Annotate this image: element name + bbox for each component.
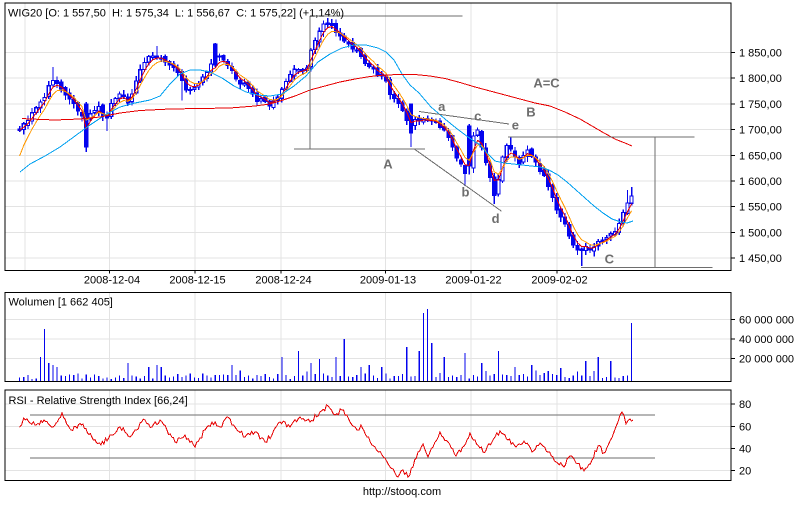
svg-text:20: 20 [739, 466, 751, 478]
svg-text:40: 40 [739, 443, 751, 455]
svg-text:1 650,00: 1 650,00 [739, 150, 782, 162]
svg-text:b: b [462, 184, 470, 199]
svg-text:2008-12-24: 2008-12-24 [255, 275, 311, 287]
svg-text:C: C [605, 252, 615, 267]
svg-text:c: c [474, 109, 481, 124]
svg-text:1 550,00: 1 550,00 [739, 202, 782, 214]
svg-text:A: A [383, 157, 393, 172]
svg-text:1 600,00: 1 600,00 [739, 176, 782, 188]
svg-text:60 000 000: 60 000 000 [739, 314, 794, 326]
svg-text:2009-01-13: 2009-01-13 [360, 275, 416, 287]
svg-text:d: d [492, 211, 500, 226]
svg-text:2009-02-02: 2009-02-02 [531, 275, 587, 287]
svg-text:WIG20 [O: 1 557,50 H: 1 575,3: WIG20 [O: 1 557,50 H: 1 575,34 L: 1 556,… [8, 8, 344, 20]
svg-text:1 800,00: 1 800,00 [739, 73, 782, 85]
svg-text:a: a [438, 99, 446, 114]
svg-text:1 700,00: 1 700,00 [739, 125, 782, 137]
svg-text:2008-12-04: 2008-12-04 [84, 275, 140, 287]
svg-text:1 500,00: 1 500,00 [739, 227, 782, 239]
svg-text:1 850,00: 1 850,00 [739, 48, 782, 60]
svg-text:2009-01-22: 2009-01-22 [445, 275, 501, 287]
svg-text:1 450,00: 1 450,00 [739, 253, 782, 265]
svg-text:RSI - Relative Strength Index: RSI - Relative Strength Index [66,24] [9, 395, 188, 407]
svg-text:e: e [512, 118, 519, 133]
svg-text:B: B [526, 105, 535, 120]
svg-text:A=C: A=C [533, 76, 560, 91]
svg-text:1 750,00: 1 750,00 [739, 99, 782, 111]
svg-text:80: 80 [739, 399, 751, 411]
svg-text:60: 60 [739, 422, 751, 434]
svg-text:20 000 000: 20 000 000 [739, 353, 794, 365]
svg-text:40 000 000: 40 000 000 [739, 334, 794, 346]
svg-text:Wolumen [1 662 405]: Wolumen [1 662 405] [9, 297, 113, 309]
svg-text:2008-12-15: 2008-12-15 [169, 275, 225, 287]
svg-text:http://stooq.com: http://stooq.com [363, 486, 441, 498]
